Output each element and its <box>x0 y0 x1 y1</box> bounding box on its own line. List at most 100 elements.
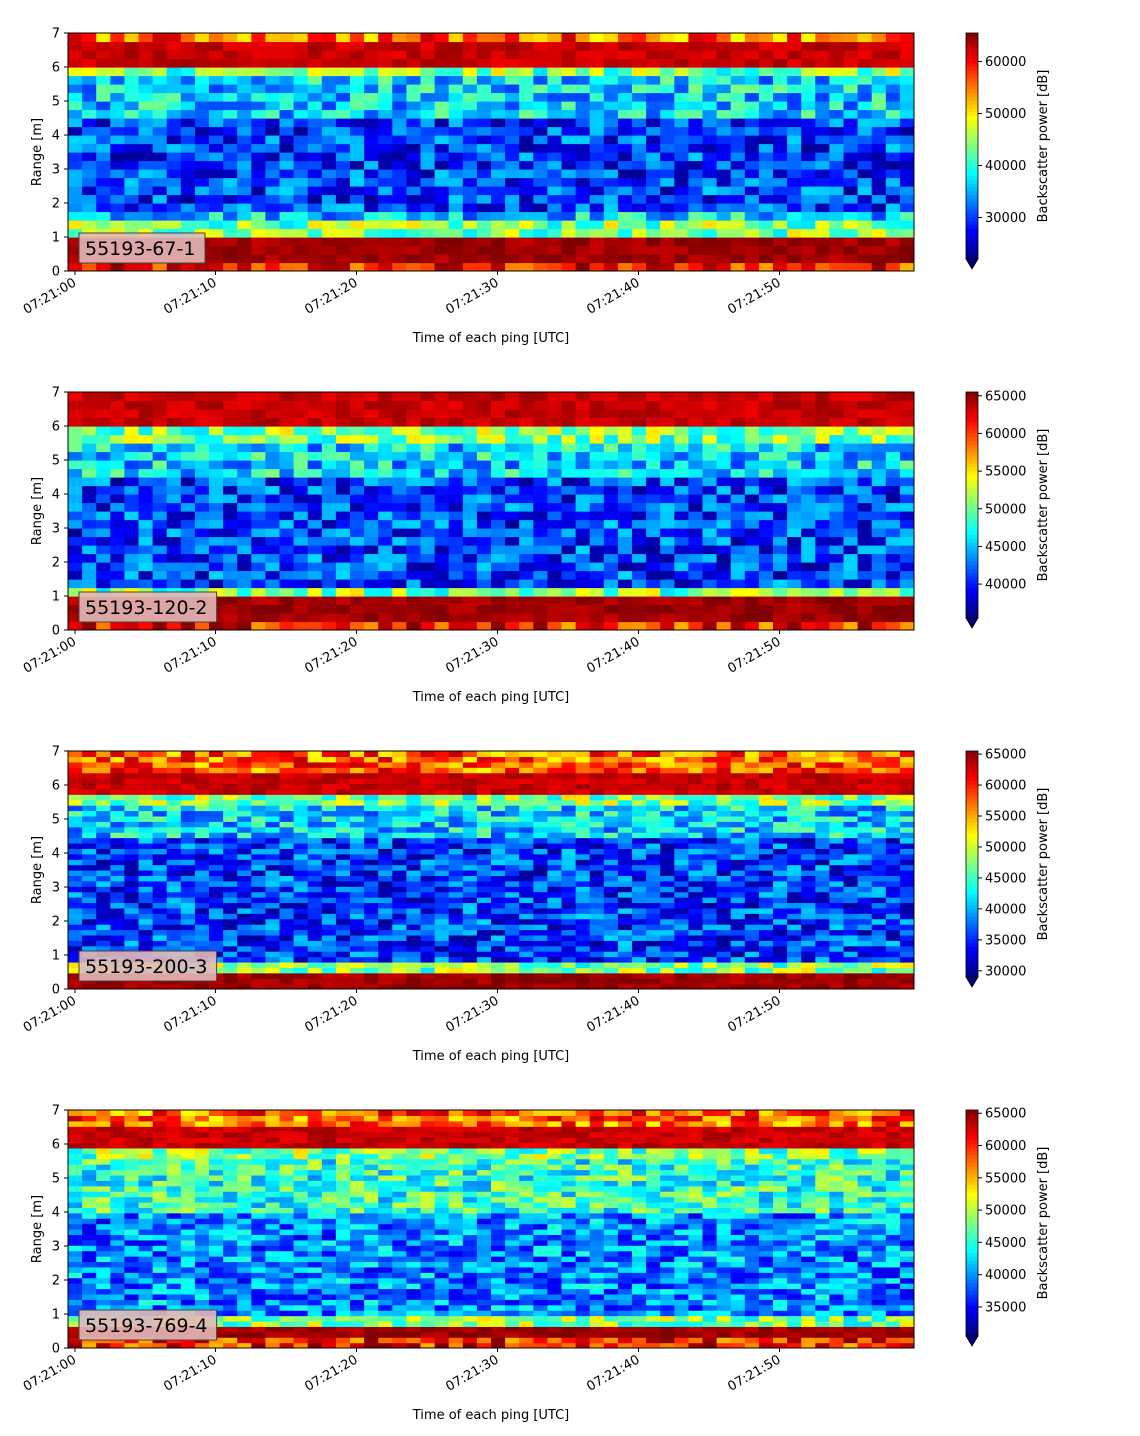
heatmap-cell <box>152 409 168 419</box>
heatmap-cell <box>871 570 887 580</box>
heatmap-cell <box>533 443 548 453</box>
heatmap-cell <box>476 262 492 271</box>
heatmap-cell <box>82 409 97 419</box>
heatmap-cell <box>533 961 548 968</box>
heatmap-cell <box>223 126 238 136</box>
heatmap-cell <box>420 220 436 230</box>
heatmap-cell <box>744 417 760 427</box>
heatmap-cell <box>561 84 577 94</box>
heatmap-cell <box>476 245 492 255</box>
heatmap-cell <box>857 135 873 145</box>
heatmap-cell <box>646 41 661 51</box>
heatmap-cell <box>180 50 196 60</box>
heatmap-cell <box>364 177 379 187</box>
heatmap-cell <box>575 494 591 504</box>
heatmap-cell <box>547 434 563 444</box>
heatmap-cell <box>505 477 520 487</box>
heatmap-cell <box>293 940 309 947</box>
heatmap-cell <box>68 924 83 931</box>
heatmap-cell <box>533 870 548 877</box>
heatmap-cell <box>335 956 351 963</box>
heatmap-cell <box>307 924 323 931</box>
heatmap-cell <box>307 194 323 204</box>
heatmap-cell <box>68 211 83 221</box>
heatmap-cell <box>82 101 97 111</box>
heatmap-cell <box>885 169 901 179</box>
heatmap-cell <box>519 194 534 204</box>
heatmap-cell <box>406 262 422 271</box>
heatmap-cell <box>476 135 492 145</box>
heatmap-cell <box>899 101 914 111</box>
heatmap-cell <box>899 203 914 213</box>
heatmap-cell <box>209 570 224 580</box>
heatmap-cell <box>815 135 830 145</box>
heatmap-cell <box>674 245 689 255</box>
heatmap-cell <box>871 92 887 102</box>
heatmap-cell <box>335 426 351 436</box>
heatmap-cell <box>152 553 168 563</box>
heatmap-cell <box>660 101 675 111</box>
heatmap-cell <box>82 545 97 555</box>
heatmap-cell <box>505 135 520 145</box>
heatmap-cell <box>476 494 492 504</box>
heatmap-cell <box>96 152 111 162</box>
heatmap-cell <box>448 870 464 877</box>
heatmap-cell <box>476 940 492 947</box>
heatmap-cell <box>885 613 901 623</box>
heatmap-cell <box>617 579 633 589</box>
heatmap-cell <box>787 587 802 597</box>
heatmap-cell <box>180 511 196 521</box>
heatmap-cell <box>194 417 210 427</box>
heatmap-cell <box>420 143 436 153</box>
heatmap-cell <box>378 460 393 470</box>
heatmap-cell <box>533 528 548 538</box>
heatmap-cell <box>265 160 281 170</box>
heatmap-cell <box>335 203 351 213</box>
heatmap-cell <box>533 886 548 893</box>
heatmap-cell <box>603 528 619 538</box>
heatmap-cell <box>321 75 337 85</box>
heatmap-cell <box>321 891 337 898</box>
heatmap-cell <box>237 967 252 974</box>
heatmap-cell <box>209 934 224 941</box>
heatmap-cell <box>110 897 125 904</box>
heatmap-cell <box>96 940 111 947</box>
heatmap-cell <box>744 579 760 589</box>
heatmap-cell <box>307 956 323 963</box>
heatmap-cell <box>773 924 788 931</box>
heatmap-cell <box>335 84 351 94</box>
heatmap-cell <box>787 951 802 958</box>
heatmap-cell <box>476 945 492 952</box>
heatmap-cell <box>801 891 816 898</box>
heatmap-cell <box>166 945 182 952</box>
heatmap-cell <box>124 58 140 68</box>
heatmap-cell <box>96 58 111 68</box>
heatmap-cell <box>871 587 887 597</box>
heatmap-cell <box>716 579 732 589</box>
heatmap-cell <box>237 891 252 898</box>
heatmap-cell <box>476 918 492 925</box>
heatmap-cell <box>420 983 436 989</box>
heatmap-cell <box>899 519 914 529</box>
heatmap-cell <box>251 58 266 68</box>
heatmap-cell <box>420 485 436 495</box>
heatmap-cell <box>265 434 281 444</box>
heatmap-cell <box>293 160 309 170</box>
heatmap-cell <box>321 596 337 606</box>
heatmap-cell <box>589 50 605 60</box>
heatmap-cell <box>279 143 295 153</box>
heatmap-cell <box>321 907 337 914</box>
heatmap-cell <box>547 519 563 529</box>
heatmap-cell <box>871 864 887 871</box>
heatmap-cell <box>589 897 605 904</box>
heatmap-cell <box>744 392 760 402</box>
colorbar-segment <box>966 168 978 173</box>
heatmap-cell <box>505 951 520 958</box>
heatmap-cell <box>617 426 633 436</box>
heatmap-cell <box>758 621 774 630</box>
heatmap-cell <box>124 891 140 898</box>
heatmap-cell <box>857 477 873 487</box>
heatmap-cell <box>138 92 154 102</box>
heatmap-cell <box>885 33 901 43</box>
heatmap-cell <box>378 443 393 453</box>
